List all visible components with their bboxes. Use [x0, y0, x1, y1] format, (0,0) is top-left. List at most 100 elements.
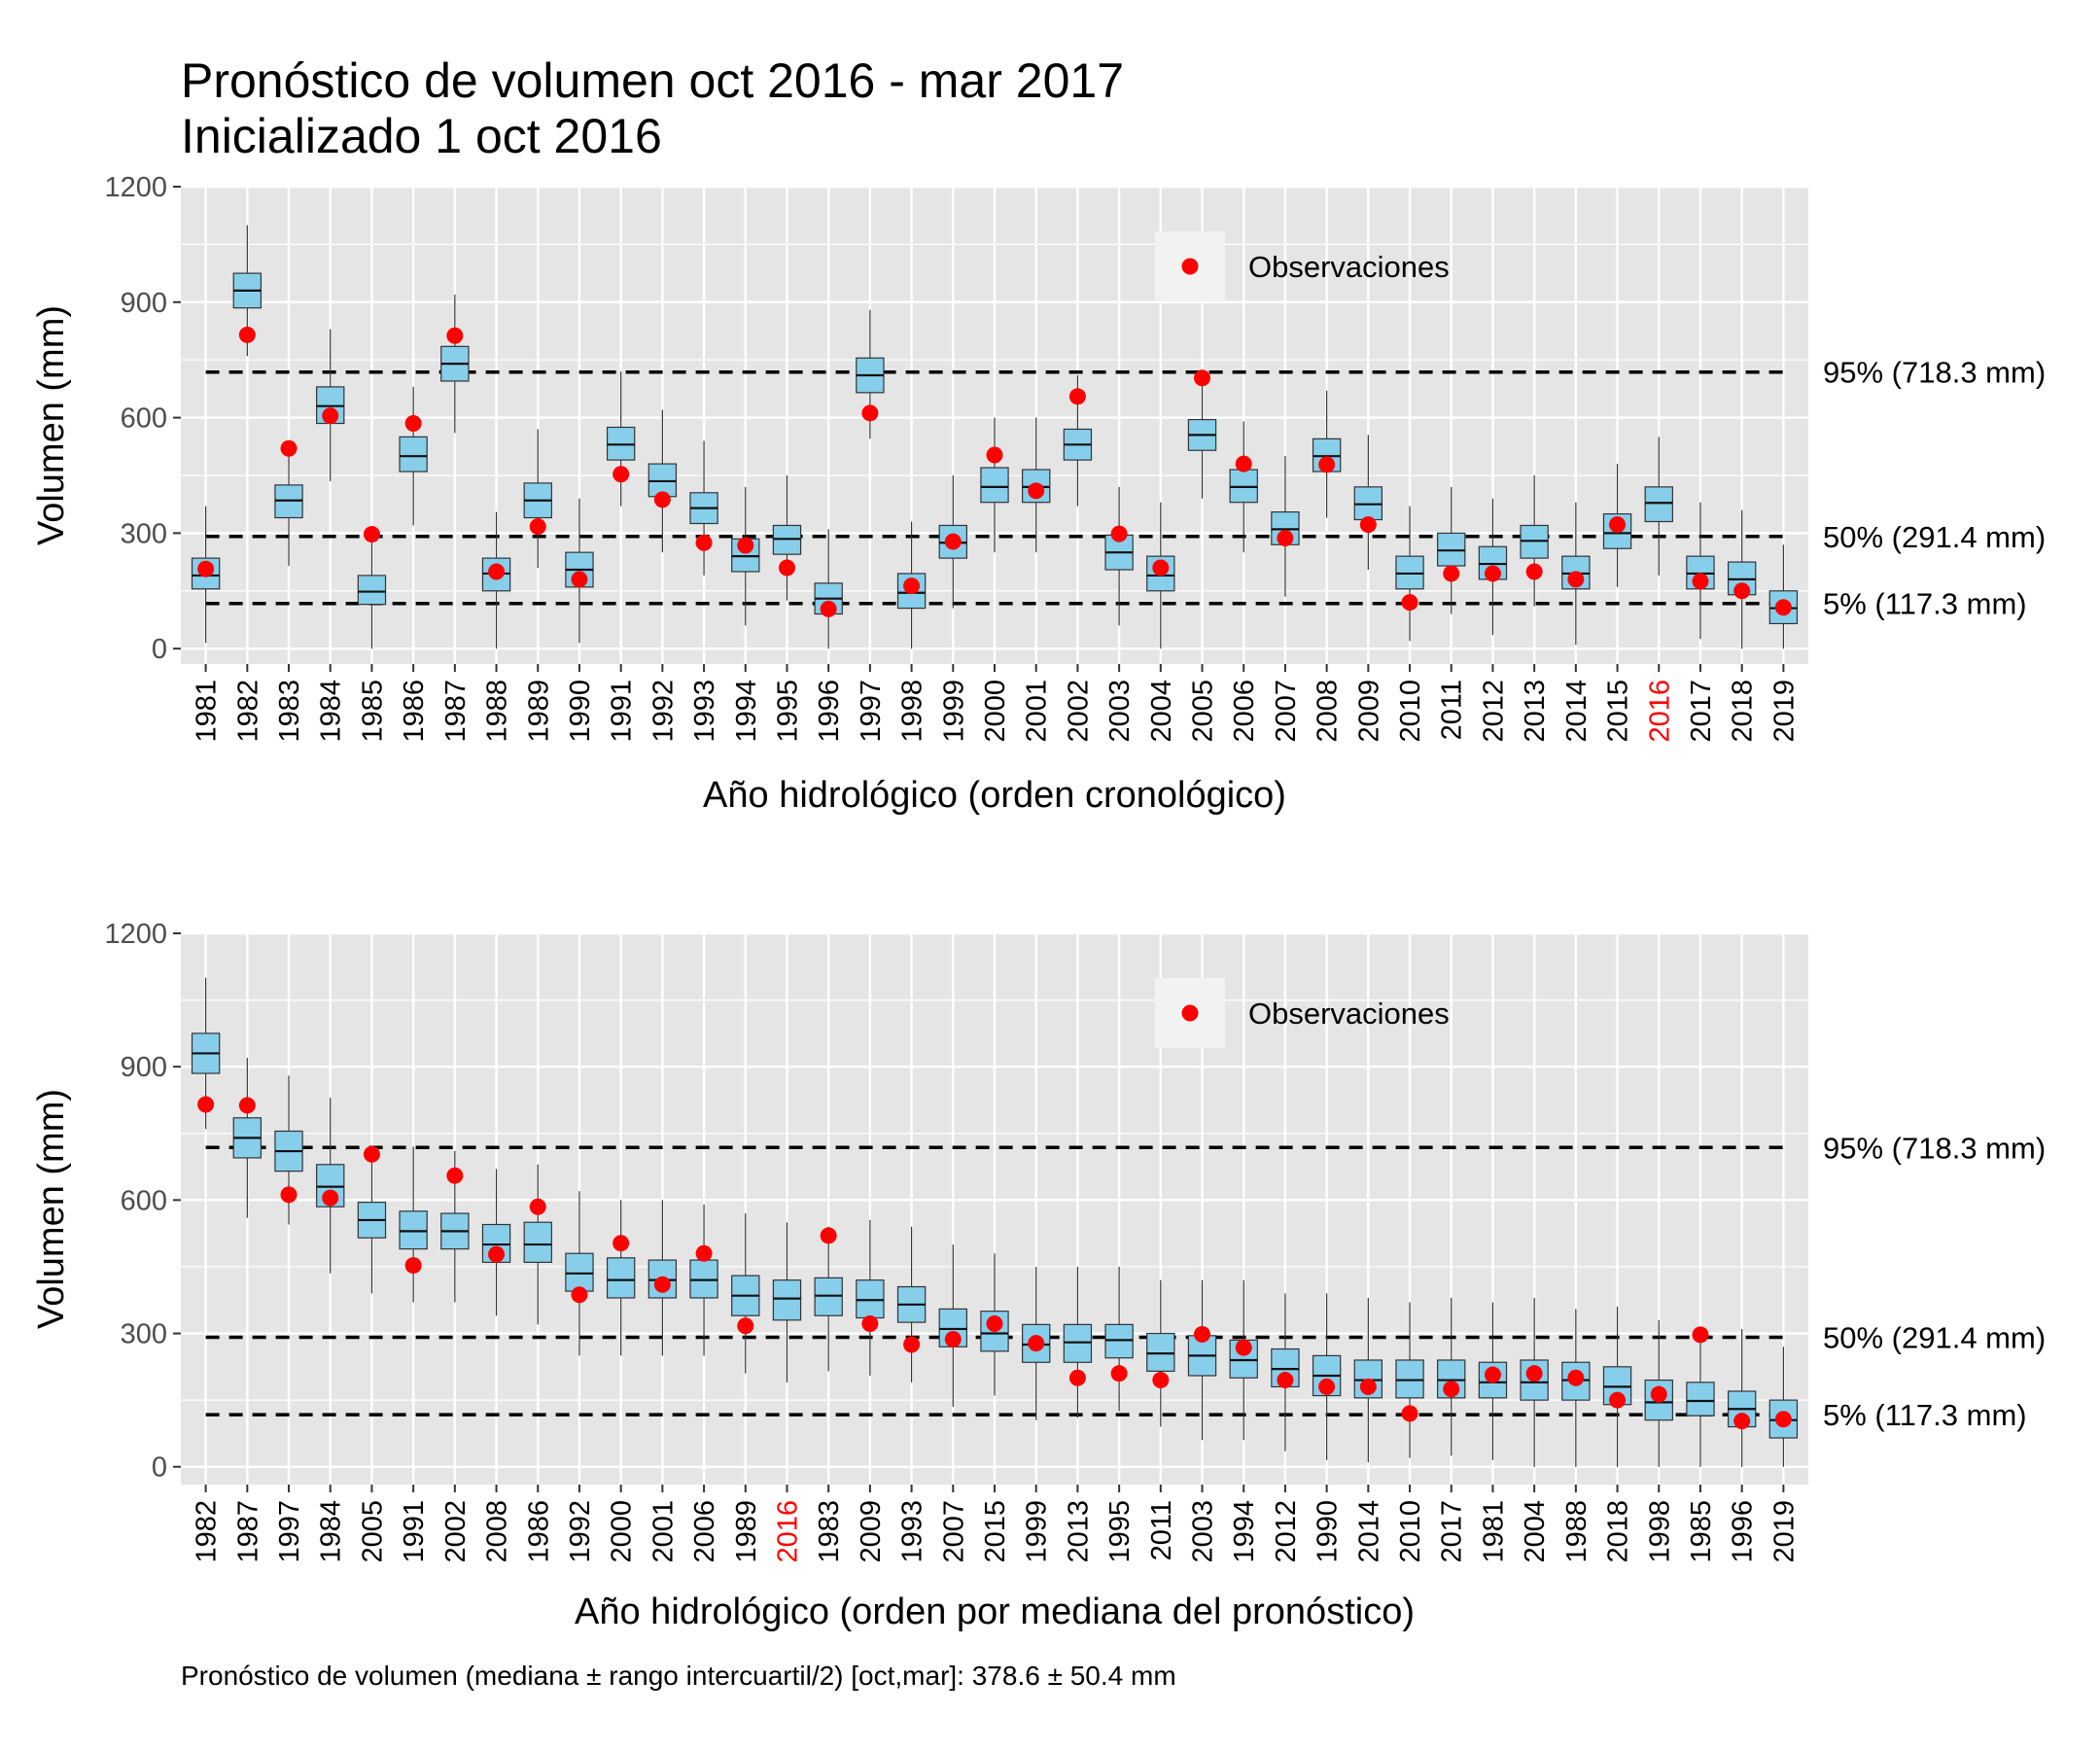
y-tick-label: 600 — [121, 1185, 167, 1216]
x-tick-label: 2010 — [1395, 1500, 1426, 1563]
box-2000 — [606, 1200, 636, 1356]
box-1993 — [689, 440, 718, 576]
box-1995 — [772, 474, 802, 601]
box-2006 — [1229, 421, 1258, 553]
box-iqr — [1022, 1323, 1051, 1363]
observation-point — [1692, 1326, 1709, 1344]
box-iqr — [689, 1259, 718, 1299]
x-tick-label: 1995 — [1104, 1500, 1136, 1563]
box-1997 — [856, 309, 885, 439]
x-tick-label: 1996 — [1728, 1500, 1759, 1563]
observation-point — [653, 491, 671, 508]
box-iqr — [856, 1279, 885, 1319]
observation-point — [695, 1244, 713, 1262]
observation-point — [986, 446, 1003, 464]
y-tick-label: 900 — [121, 288, 167, 319]
observation-point — [737, 1317, 754, 1335]
x-tick-label: 2014 — [1561, 680, 1592, 743]
x-tick-label: 2017 — [1437, 1500, 1468, 1563]
observation-point — [1443, 1381, 1460, 1398]
observation-point — [322, 1189, 339, 1207]
x-tick-label: 2019 — [1768, 680, 1800, 743]
observation-point — [1110, 1365, 1128, 1382]
box-iqr — [565, 1252, 594, 1292]
observation-point — [446, 327, 464, 344]
observation-point — [1359, 1378, 1377, 1395]
x-tick-label: 1985 — [1686, 1500, 1717, 1563]
box-iqr — [523, 1221, 552, 1263]
x-tick-label: 1987 — [232, 1500, 263, 1563]
x-tick-label: 1990 — [565, 680, 596, 743]
observation-point — [322, 407, 339, 425]
x-tick-label: 2003 — [1104, 680, 1136, 743]
x-tick-label: 1991 — [607, 680, 638, 743]
observation-point — [488, 563, 506, 580]
x-tick-label: 1992 — [648, 680, 679, 743]
observation-point — [1525, 563, 1543, 580]
x-tick-label: 1993 — [897, 1500, 928, 1563]
observation-point — [1567, 1369, 1585, 1386]
x-tick-label: 1984 — [316, 680, 347, 743]
box-2007 — [1271, 456, 1300, 597]
observation-point — [1277, 1372, 1294, 1389]
observation-point — [197, 560, 215, 578]
observation-point — [944, 1330, 962, 1348]
y-tick-label: 300 — [121, 1319, 167, 1350]
x-tick-label: 2016 — [772, 1500, 803, 1563]
y-tick-label: 600 — [121, 403, 167, 435]
observation-point — [1401, 1405, 1418, 1422]
x-tick-label: 1986 — [523, 1500, 554, 1563]
observation-point — [903, 1336, 921, 1353]
legend-key-point — [1181, 258, 1199, 275]
x-tick-label: 2011 — [1146, 1500, 1177, 1560]
observation-point — [1359, 516, 1377, 534]
box-iqr — [1686, 1382, 1715, 1417]
x-tick-label: 2009 — [856, 1500, 887, 1563]
x-tick-label: 1995 — [772, 680, 803, 743]
x-tick-label: 1997 — [274, 1500, 305, 1563]
box-1995 — [1104, 1266, 1134, 1412]
x-tick-label: 2009 — [1353, 680, 1384, 743]
box-2018 — [1727, 509, 1757, 649]
box-iqr — [606, 1257, 636, 1299]
observation-point — [1609, 516, 1627, 534]
y-tick-label: 900 — [121, 1052, 167, 1083]
observation-point — [488, 1245, 506, 1263]
x-tick-label: 2019 — [1768, 1500, 1800, 1563]
x-tick-label: 2012 — [1271, 1500, 1302, 1563]
x-tick-label: 2006 — [689, 1500, 720, 1563]
box-1985 — [1686, 1333, 1715, 1467]
x-tick-label: 2008 — [482, 1500, 513, 1563]
box-2019 — [1768, 1347, 1799, 1467]
observation-point — [1774, 599, 1792, 616]
box-2010 — [1395, 506, 1424, 642]
x-tick-label: 2018 — [1603, 1500, 1634, 1563]
chart-title: Pronóstico de volumen oct 2016 - mar 201… — [181, 53, 1124, 108]
x-tick-label: 1988 — [1561, 1500, 1592, 1563]
box-2016 — [1644, 437, 1673, 576]
box-iqr — [1063, 1323, 1093, 1363]
observation-point — [778, 559, 795, 577]
x-tick-label: 1989 — [523, 680, 554, 743]
observation-point — [1401, 594, 1418, 612]
x-tick-label: 1991 — [399, 1500, 430, 1563]
y-axis-title: Volumen (mm) — [31, 1089, 72, 1329]
x-tick-label: 1994 — [1229, 1500, 1260, 1563]
box-2016 — [772, 1222, 802, 1382]
box-1982 — [191, 977, 221, 1130]
box-iqr — [1395, 1359, 1424, 1399]
x-tick-label: 2013 — [1520, 680, 1551, 743]
x-tick-label: 2000 — [980, 680, 1011, 743]
box-2005 — [357, 1146, 387, 1294]
y-tick-label: 1200 — [104, 172, 167, 203]
box-2009 — [1353, 435, 1383, 570]
x-tick-label: 2002 — [440, 1500, 472, 1563]
panel-chronological: 0 300 600 900 1200 95% (718.3 mm) 50% (291.4 m… — [31, 172, 2046, 816]
x-tick-label: 2000 — [607, 1500, 638, 1563]
box-2009 — [856, 1219, 885, 1376]
observation-point — [529, 1198, 546, 1215]
box-2011 — [1146, 1279, 1175, 1427]
y-tick-label: 0 — [152, 1452, 167, 1484]
